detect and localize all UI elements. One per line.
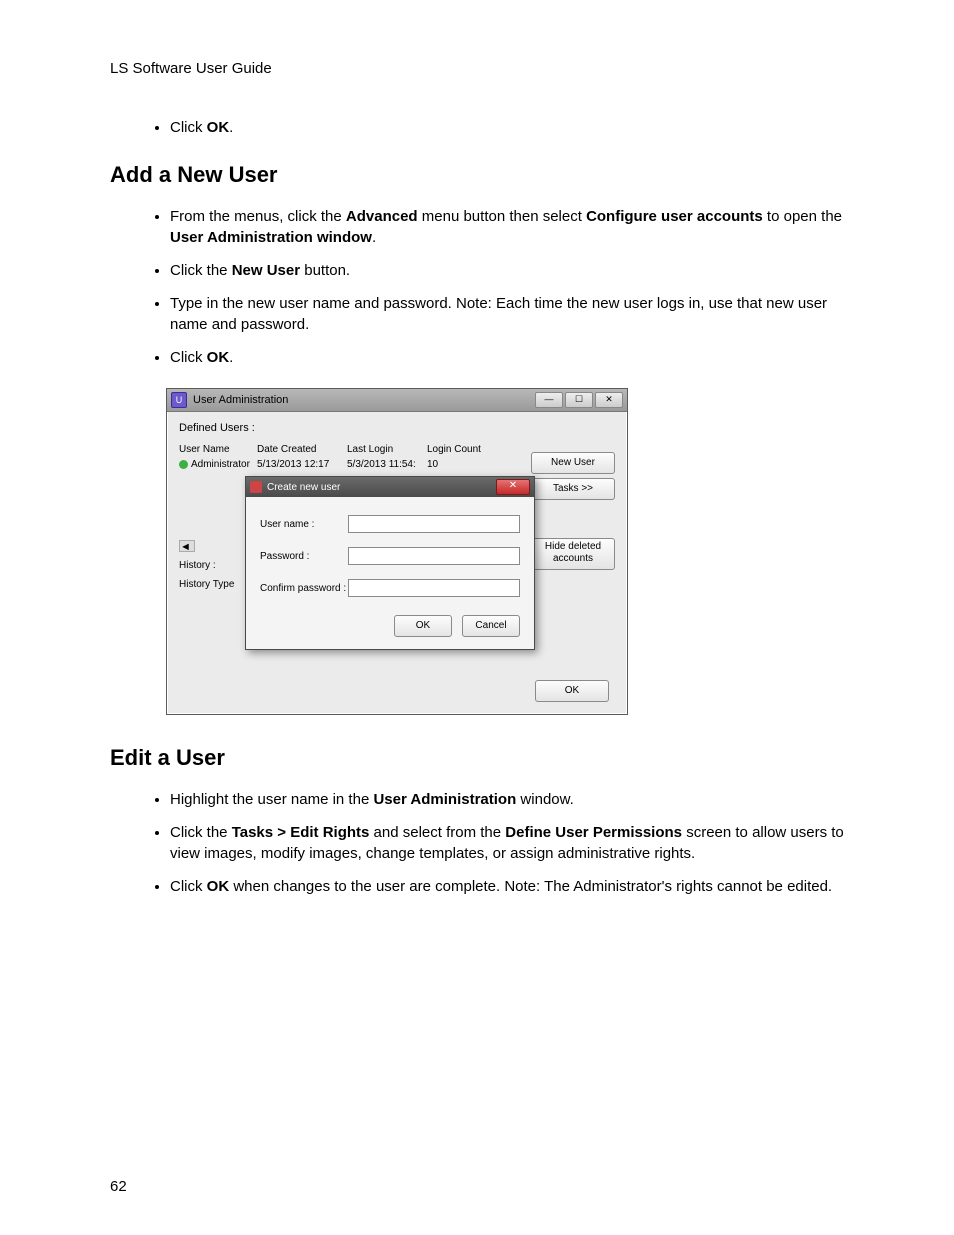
user-name-label: User name :: [260, 519, 348, 530]
cell-date-created: 5/13/2013 12:17: [257, 459, 347, 470]
col-last-login[interactable]: Last Login: [347, 444, 427, 455]
cell-user-name: Administrator: [179, 459, 257, 470]
bold: User Administration: [373, 791, 516, 808]
dialog-titlebar[interactable]: Create new user ✕: [246, 477, 534, 497]
window-controls: — ☐ ✕: [535, 392, 623, 408]
password-label: Password :: [260, 551, 348, 562]
scroll-left-icon[interactable]: ◄: [179, 540, 195, 552]
text: .: [229, 119, 233, 136]
text: Click: [170, 878, 207, 895]
window-body: Defined Users : User Name Date Created L…: [167, 412, 627, 714]
dialog-ok-button[interactable]: OK: [394, 615, 452, 637]
text: to open the: [763, 208, 842, 225]
user-name-input[interactable]: [348, 515, 520, 533]
col-user-name[interactable]: User Name: [179, 444, 257, 455]
step: Click OK.: [170, 347, 844, 368]
text: Click: [170, 349, 207, 366]
dialog-icon: [250, 481, 262, 493]
bold: Advanced: [346, 208, 418, 225]
dialog-cancel-button[interactable]: Cancel: [462, 615, 520, 637]
new-user-button[interactable]: New User: [531, 452, 615, 474]
tasks-button[interactable]: Tasks >>: [531, 478, 615, 500]
text: Highlight the user name in the: [170, 791, 373, 808]
add-user-steps: From the menus, click the Advanced menu …: [110, 206, 844, 368]
side-panel: New User Tasks >> Hide deleted accounts: [531, 452, 615, 570]
text: menu button then select: [418, 208, 586, 225]
window-footer: OK: [535, 680, 609, 702]
confirm-password-row: Confirm password :: [260, 579, 520, 597]
embedded-screenshot: U User Administration — ☐ ✕ Defined User…: [166, 388, 844, 715]
intro-list: Click OK.: [110, 117, 844, 138]
bold: Define User Permissions: [505, 824, 682, 841]
intro-bullet: Click OK.: [170, 117, 844, 138]
bold: User Administration window: [170, 229, 372, 246]
bold: Configure user accounts: [586, 208, 763, 225]
section-add-new-user-heading: Add a New User: [110, 162, 844, 188]
cell-last-login: 5/3/2013 11:54:: [347, 459, 427, 470]
text: when changes to the user are complete. N…: [229, 878, 832, 895]
step: Type in the new user name and password. …: [170, 293, 844, 335]
text: Click: [170, 119, 207, 136]
user-administration-window: U User Administration — ☐ ✕ Defined User…: [166, 388, 628, 715]
minimize-button[interactable]: —: [535, 392, 563, 408]
text: and select from the: [369, 824, 505, 841]
text: From the menus, click the: [170, 208, 346, 225]
text: Click the: [170, 824, 232, 841]
password-input[interactable]: [348, 547, 520, 565]
password-row: Password :: [260, 547, 520, 565]
col-login-count[interactable]: Login Count: [427, 444, 497, 455]
step: Click OK when changes to the user are co…: [170, 876, 844, 897]
step: Click the New User button.: [170, 260, 844, 281]
text: Click the: [170, 262, 232, 279]
bold: OK: [207, 878, 230, 895]
document-header: LS Software User Guide: [110, 60, 844, 77]
text: .: [229, 349, 233, 366]
create-new-user-dialog: Create new user ✕ User name : Password :…: [245, 476, 535, 650]
section-edit-user-heading: Edit a User: [110, 745, 844, 771]
cell-login-count: 10: [427, 459, 497, 470]
text: window.: [516, 791, 574, 808]
close-button[interactable]: ✕: [595, 392, 623, 408]
dialog-buttons: OK Cancel: [260, 615, 520, 637]
bold-ok: OK: [207, 119, 230, 136]
dialog-body: User name : Password : Confirm password …: [246, 497, 534, 649]
dialog-title: Create new user: [267, 482, 496, 493]
bold: Tasks > Edit Rights: [232, 824, 370, 841]
app-icon: U: [171, 392, 187, 408]
defined-users-label: Defined Users :: [179, 422, 615, 434]
maximize-button[interactable]: ☐: [565, 392, 593, 408]
page-number: 62: [110, 1178, 127, 1195]
step: Click the Tasks > Edit Rights and select…: [170, 822, 844, 864]
dialog-close-button[interactable]: ✕: [496, 479, 530, 495]
edit-user-steps: Highlight the user name in the User Admi…: [110, 789, 844, 897]
text: Administrator: [191, 459, 250, 470]
user-name-row: User name :: [260, 515, 520, 533]
active-icon: [179, 460, 188, 469]
text: .: [372, 229, 376, 246]
step: Highlight the user name in the User Admi…: [170, 789, 844, 810]
col-date-created[interactable]: Date Created: [257, 444, 347, 455]
confirm-password-input[interactable]: [348, 579, 520, 597]
bold: OK: [207, 349, 230, 366]
text: button.: [300, 262, 350, 279]
ok-button[interactable]: OK: [535, 680, 609, 702]
step: From the menus, click the Advanced menu …: [170, 206, 844, 248]
hide-deleted-button[interactable]: Hide deleted accounts: [531, 538, 615, 570]
window-titlebar[interactable]: U User Administration — ☐ ✕: [167, 389, 627, 412]
spacer: [531, 504, 615, 534]
window-title: User Administration: [193, 394, 535, 406]
bold: New User: [232, 262, 300, 279]
confirm-password-label: Confirm password :: [260, 583, 348, 594]
